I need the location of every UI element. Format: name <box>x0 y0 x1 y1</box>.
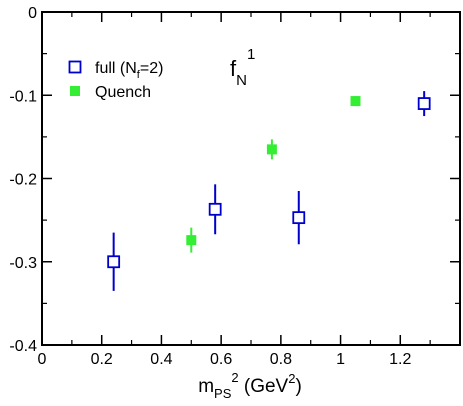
y-tick-label: 0 <box>28 5 37 22</box>
data-point <box>208 202 222 216</box>
x-tick-label: 0.2 <box>91 351 113 368</box>
legend-marker <box>70 86 80 96</box>
x-tick-label: 0.8 <box>270 351 292 368</box>
data-point <box>417 97 431 110</box>
x-tick-label: 0.4 <box>150 351 172 368</box>
x-tick-label: 1.2 <box>389 351 411 368</box>
legend-entry: full (Nf=2) <box>95 60 163 81</box>
x-tick-label: 0.6 <box>210 351 232 368</box>
plot-area: 0 0.2 0.4 0.6 0.8 1 1.2 0 -0.1 -0.2 -0.3 -0.4 mPS2 (… <box>9 5 461 401</box>
x-tick-label: 1 <box>336 351 345 368</box>
data-point <box>107 255 121 269</box>
data-point <box>266 144 277 155</box>
data-point <box>350 96 361 107</box>
x-tick-label: 0 <box>38 351 47 368</box>
data-point <box>186 235 197 246</box>
annotation-label: fN1 <box>230 46 255 89</box>
y-tick-label: -0.2 <box>9 172 37 189</box>
y-tick-label: -0.1 <box>9 88 37 105</box>
x-axis-title: mPS2 (GeV2) <box>198 370 302 401</box>
legend-marker <box>68 60 82 74</box>
legend-entry: Quench <box>95 84 151 101</box>
y-tick-label: -0.4 <box>9 338 37 355</box>
data-point <box>292 211 306 225</box>
y-tick-label: -0.3 <box>9 255 37 272</box>
